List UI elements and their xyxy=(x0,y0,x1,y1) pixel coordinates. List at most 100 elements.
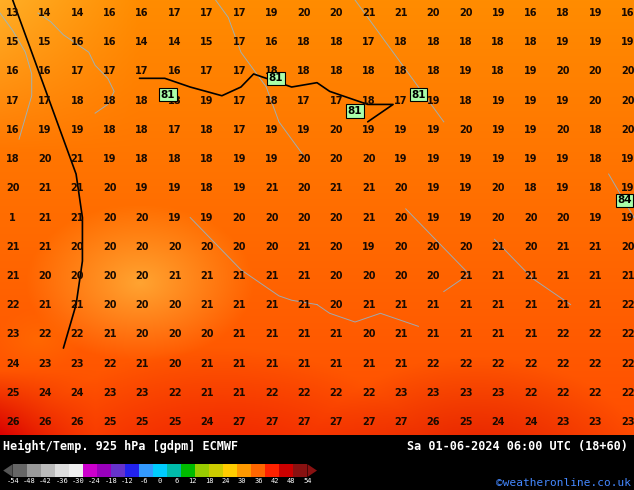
Text: 16: 16 xyxy=(70,37,84,47)
Text: 22: 22 xyxy=(330,388,343,398)
Text: 16: 16 xyxy=(6,125,20,135)
Text: 21: 21 xyxy=(621,271,634,281)
Text: 23: 23 xyxy=(491,388,505,398)
Text: 19: 19 xyxy=(524,96,537,106)
Text: 21: 21 xyxy=(38,183,52,194)
Text: 21: 21 xyxy=(556,242,570,252)
Text: 21: 21 xyxy=(265,183,278,194)
Text: 19: 19 xyxy=(168,213,181,222)
Text: 16: 16 xyxy=(136,8,149,18)
Bar xyxy=(111,464,125,477)
Text: 20: 20 xyxy=(524,213,537,222)
Text: 18: 18 xyxy=(200,183,214,194)
Text: 18: 18 xyxy=(588,154,602,164)
Text: 19: 19 xyxy=(491,125,505,135)
Text: 16: 16 xyxy=(265,37,278,47)
Text: 20: 20 xyxy=(459,242,472,252)
Text: 16: 16 xyxy=(621,8,634,18)
Text: 19: 19 xyxy=(459,154,472,164)
Text: 19: 19 xyxy=(459,67,472,76)
Text: 20: 20 xyxy=(103,183,117,194)
Text: 20: 20 xyxy=(330,271,343,281)
Text: 22: 22 xyxy=(621,329,634,340)
Text: -30: -30 xyxy=(72,478,84,484)
Text: 25: 25 xyxy=(103,417,117,427)
Text: 22: 22 xyxy=(491,359,505,368)
Text: 21: 21 xyxy=(233,271,246,281)
Text: 20: 20 xyxy=(330,8,343,18)
Text: 19: 19 xyxy=(588,37,602,47)
Text: 17: 17 xyxy=(168,8,181,18)
Text: 21: 21 xyxy=(394,8,408,18)
Text: 18: 18 xyxy=(205,478,214,484)
Text: 19: 19 xyxy=(168,183,181,194)
Text: 23: 23 xyxy=(394,388,408,398)
Text: 20: 20 xyxy=(265,242,278,252)
Text: 19: 19 xyxy=(556,154,570,164)
Bar xyxy=(237,464,251,477)
Text: 20: 20 xyxy=(330,125,343,135)
Text: 20: 20 xyxy=(168,359,181,368)
Text: 21: 21 xyxy=(136,359,149,368)
Text: 20: 20 xyxy=(588,96,602,106)
Text: 23: 23 xyxy=(38,359,52,368)
Text: 18: 18 xyxy=(297,67,311,76)
Text: 27: 27 xyxy=(265,417,278,427)
Text: 84: 84 xyxy=(617,195,632,205)
Text: 20: 20 xyxy=(297,154,311,164)
Text: 81: 81 xyxy=(411,90,425,100)
Text: 27: 27 xyxy=(297,417,311,427)
Text: 20: 20 xyxy=(136,213,149,222)
Text: 22: 22 xyxy=(588,329,602,340)
Text: 21: 21 xyxy=(70,154,84,164)
Text: 20: 20 xyxy=(233,213,246,222)
Text: -12: -12 xyxy=(121,478,134,484)
Text: 19: 19 xyxy=(200,213,214,222)
Text: 26: 26 xyxy=(6,417,20,427)
Text: 21: 21 xyxy=(588,300,602,310)
Text: 24: 24 xyxy=(6,359,20,368)
Text: 19: 19 xyxy=(200,96,214,106)
Text: 22: 22 xyxy=(103,359,117,368)
Text: 15: 15 xyxy=(6,37,20,47)
Text: 21: 21 xyxy=(168,271,181,281)
Text: 20: 20 xyxy=(70,242,84,252)
Text: 19: 19 xyxy=(362,242,375,252)
Text: 19: 19 xyxy=(427,96,440,106)
Text: 20: 20 xyxy=(330,242,343,252)
Text: 22: 22 xyxy=(38,329,52,340)
Text: 19: 19 xyxy=(233,154,246,164)
Text: 19: 19 xyxy=(265,8,278,18)
Text: 16: 16 xyxy=(524,8,537,18)
Text: 17: 17 xyxy=(136,67,149,76)
Text: 23: 23 xyxy=(70,359,84,368)
Text: 22: 22 xyxy=(265,388,278,398)
Text: 19: 19 xyxy=(427,125,440,135)
Text: 14: 14 xyxy=(38,8,52,18)
Text: 21: 21 xyxy=(330,329,343,340)
Text: 14: 14 xyxy=(70,8,84,18)
Text: 20: 20 xyxy=(136,300,149,310)
Text: 21: 21 xyxy=(524,300,537,310)
Text: 21: 21 xyxy=(330,359,343,368)
Text: 17: 17 xyxy=(233,8,246,18)
Text: 19: 19 xyxy=(491,96,505,106)
Bar xyxy=(223,464,237,477)
Text: 21: 21 xyxy=(362,8,375,18)
Text: 22: 22 xyxy=(556,359,570,368)
Text: -54: -54 xyxy=(6,478,19,484)
Text: 21: 21 xyxy=(265,271,278,281)
Text: 24: 24 xyxy=(524,417,537,427)
Bar xyxy=(251,464,266,477)
Text: 19: 19 xyxy=(556,96,570,106)
Text: 20: 20 xyxy=(103,271,117,281)
Text: 19: 19 xyxy=(556,183,570,194)
Bar xyxy=(181,464,195,477)
Text: 21: 21 xyxy=(459,300,472,310)
Text: -6: -6 xyxy=(139,478,148,484)
Text: 16: 16 xyxy=(38,67,52,76)
Text: 20: 20 xyxy=(103,213,117,222)
Text: 19: 19 xyxy=(588,8,602,18)
Polygon shape xyxy=(3,464,13,477)
Text: 17: 17 xyxy=(70,67,84,76)
